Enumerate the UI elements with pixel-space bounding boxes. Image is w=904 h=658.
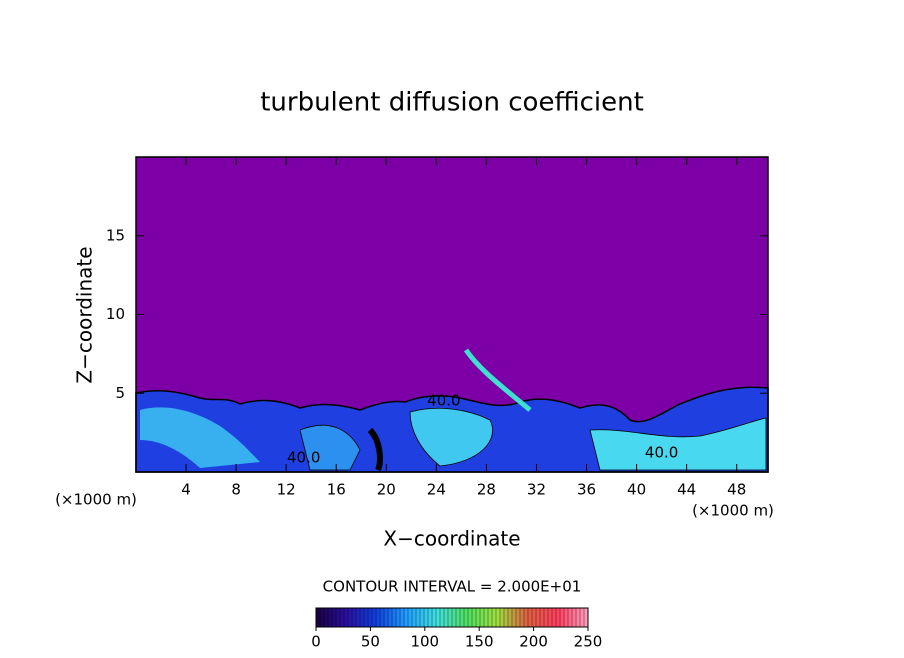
- turbulent-filament: [367, 427, 383, 472]
- turbulent-filament: [463, 348, 532, 412]
- x-unit-label: (×1000 m): [692, 502, 774, 520]
- y-tick-label: 10: [106, 305, 125, 323]
- chart-title: turbulent diffusion coefficient: [260, 88, 644, 118]
- x-tick-label: 36: [577, 481, 596, 499]
- x-tick-label: 24: [427, 481, 446, 499]
- colorbar-tick-label: 150: [465, 633, 494, 651]
- colorbar-tick-label: 50: [361, 633, 380, 651]
- contour-label: 40.0: [427, 392, 460, 410]
- x-tick-label: 40: [627, 481, 646, 499]
- contour-label: 40.0: [287, 448, 320, 466]
- x-tick-label: 44: [677, 481, 696, 499]
- colorbar-tick-label: 250: [574, 633, 603, 651]
- y-tick-label: 15: [106, 226, 125, 244]
- x-axis-label: X−coordinate: [383, 527, 520, 551]
- colorbar-tick-label: 0: [311, 633, 321, 651]
- x-tick-label: 20: [377, 481, 396, 499]
- turbulent-eddy: [409, 407, 493, 467]
- y-tick-label: 5: [115, 384, 125, 402]
- x-tick-label: 32: [527, 481, 546, 499]
- x-tick-label: 16: [327, 481, 346, 499]
- x-tick-label: 48: [727, 481, 746, 499]
- y-axis-label: Z−coordinate: [73, 246, 97, 383]
- x-tick-label: 28: [477, 481, 496, 499]
- colorbar-tick-label: 100: [410, 633, 439, 651]
- x-tick-label: 4: [181, 481, 191, 499]
- colorbar-tick-label: 200: [519, 633, 548, 651]
- plot-area: [135, 156, 769, 473]
- turbulent-eddy: [140, 407, 260, 468]
- turbulent-eddy: [299, 424, 361, 471]
- contour-label: 40.0: [645, 444, 678, 462]
- turbulent-eddy: [589, 417, 767, 471]
- x-tick-label: 8: [231, 481, 241, 499]
- x-unit-label: (×1000 m): [55, 491, 137, 509]
- contour-interval: CONTOUR INTERVAL = 2.000E+01: [323, 578, 582, 596]
- x-tick-label: 12: [277, 481, 296, 499]
